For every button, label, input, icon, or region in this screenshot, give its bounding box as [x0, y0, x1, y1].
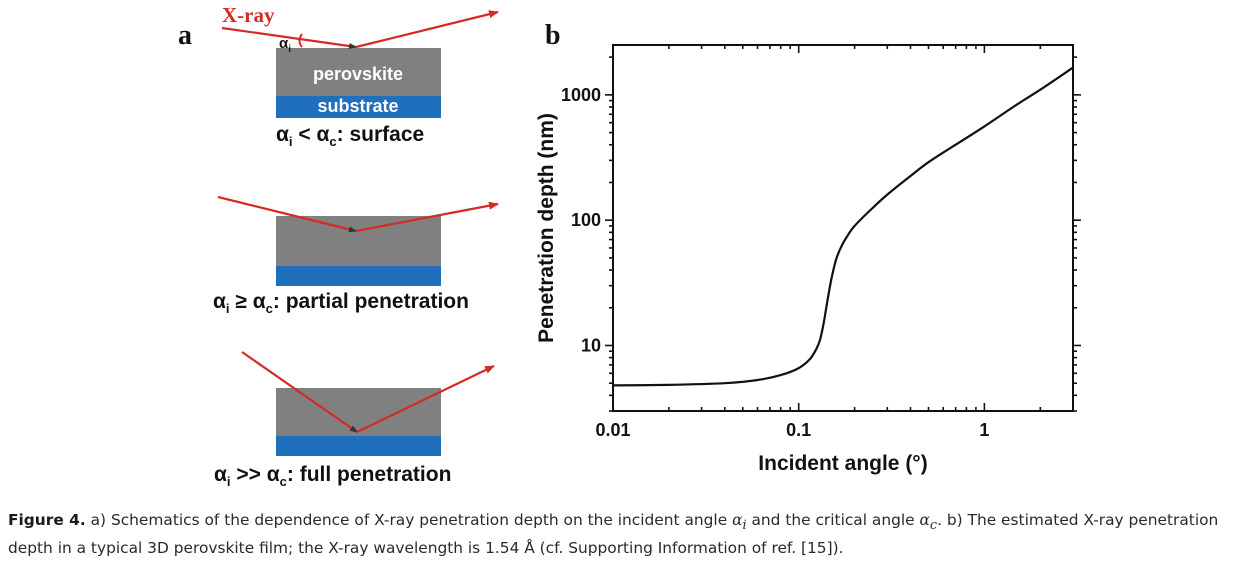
- substrate-layer: [276, 96, 441, 118]
- alpha-c-symbol: αc: [919, 511, 938, 534]
- condition-surface: αi < αc: surface: [276, 123, 424, 149]
- y-tick-label: 10: [581, 335, 601, 355]
- condition-partial: αi ≥ αc: partial penetration: [213, 290, 469, 316]
- penetration-depth-chart: 0.01 0.1 1 10 100 1000 Incident angle (°) Pen…: [535, 44, 1081, 475]
- condition-full: αi >> αc: full penetration: [214, 463, 451, 489]
- panel-b: b 0.01 0.1 1 10 100 1000 Incident angle (°) P…: [535, 20, 1081, 475]
- axis-tick-labels: 0.01 0.1 1 10 100 1000: [561, 85, 989, 440]
- substrate-layer: [276, 436, 441, 456]
- panel-b-label: b: [545, 20, 561, 51]
- x-tick-label: 0.1: [786, 420, 811, 440]
- perovskite-layer: [276, 48, 441, 96]
- incident-beam: [217, 195, 357, 233]
- incident-beam: [221, 26, 357, 49]
- alpha-i-label: αi: [279, 35, 291, 55]
- y-tick-label: 1000: [561, 85, 601, 105]
- caption-part-3: . b) The estimated X-ray penetration dep…: [8, 511, 1219, 558]
- plot-frame: [612, 44, 1074, 412]
- perovskite-layer: [276, 216, 441, 266]
- panel-a: a perovskite substrate X-ray αi αi < αc:…: [178, 3, 499, 489]
- x-axis-label: Incident angle (°): [758, 452, 927, 475]
- alpha-i-symbol: αi: [732, 511, 747, 534]
- caption-part-2: and the critical angle: [746, 511, 920, 529]
- series-line: [612, 66, 1074, 387]
- perovskite-label: perovskite: [313, 64, 403, 84]
- figure-caption: Figure 4. a) Schematics of the dependenc…: [8, 509, 1246, 559]
- figure-label: Figure 4.: [8, 511, 86, 529]
- axis-ticks: [605, 45, 1081, 412]
- substrate-layer: [276, 266, 441, 286]
- perovskite-layer: [276, 388, 441, 436]
- reflected-beam: [355, 201, 499, 233]
- reflected-beam: [355, 10, 499, 49]
- xray-label: X-ray: [222, 3, 275, 27]
- schematic-full: αi >> αc: full penetration: [214, 351, 495, 489]
- y-tick-label: 100: [571, 210, 601, 230]
- incident-beam: [241, 351, 358, 433]
- caption-part-1: a) Schematics of the dependence of X-ray…: [85, 511, 733, 529]
- schematic-surface: perovskite substrate X-ray αi αi < αc: s…: [221, 3, 499, 149]
- reflected-beam: [356, 365, 495, 433]
- x-tick-label: 0.01: [595, 420, 630, 440]
- y-axis-label: Penetration depth (nm): [535, 113, 558, 343]
- angle-arc: [298, 33, 303, 48]
- x-tick-label: 1: [979, 420, 989, 440]
- substrate-label: substrate: [317, 96, 398, 116]
- schematic-partial: αi ≥ αc: partial penetration: [213, 195, 499, 316]
- figure: a perovskite substrate X-ray αi αi < αc:…: [178, 3, 1081, 489]
- panel-a-label: a: [178, 20, 192, 51]
